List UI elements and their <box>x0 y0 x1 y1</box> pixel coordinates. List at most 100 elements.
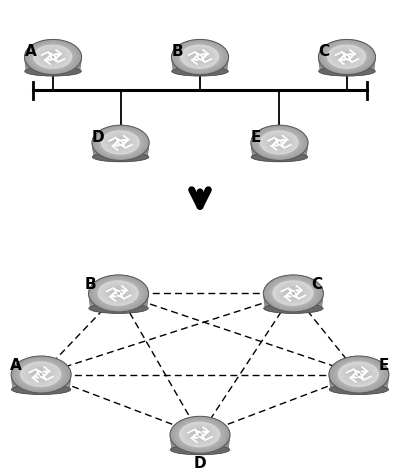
Ellipse shape <box>344 365 373 383</box>
Ellipse shape <box>172 58 228 68</box>
Ellipse shape <box>330 46 363 67</box>
Ellipse shape <box>12 380 70 390</box>
Text: B: B <box>85 277 97 292</box>
Ellipse shape <box>322 42 371 72</box>
Ellipse shape <box>251 143 308 152</box>
Ellipse shape <box>251 145 308 155</box>
Ellipse shape <box>96 128 144 158</box>
Ellipse shape <box>26 66 80 76</box>
Text: C: C <box>318 44 330 59</box>
Ellipse shape <box>12 383 70 394</box>
Ellipse shape <box>89 297 148 307</box>
Ellipse shape <box>341 364 375 385</box>
Ellipse shape <box>326 44 368 70</box>
Ellipse shape <box>117 140 122 144</box>
Ellipse shape <box>26 365 55 383</box>
Ellipse shape <box>100 129 141 155</box>
Ellipse shape <box>284 287 301 298</box>
Ellipse shape <box>335 49 358 64</box>
Ellipse shape <box>265 302 322 312</box>
Ellipse shape <box>20 361 61 387</box>
Ellipse shape <box>92 277 145 310</box>
Ellipse shape <box>172 40 228 74</box>
Ellipse shape <box>265 302 322 313</box>
Ellipse shape <box>50 55 53 57</box>
Ellipse shape <box>174 419 225 450</box>
Ellipse shape <box>36 46 69 67</box>
Ellipse shape <box>35 46 70 67</box>
Ellipse shape <box>329 372 389 383</box>
Ellipse shape <box>109 287 126 298</box>
Ellipse shape <box>324 43 370 71</box>
Ellipse shape <box>26 65 80 75</box>
Ellipse shape <box>187 427 212 442</box>
Ellipse shape <box>90 301 147 311</box>
Ellipse shape <box>193 430 205 438</box>
Ellipse shape <box>251 144 308 154</box>
Ellipse shape <box>100 282 136 304</box>
Ellipse shape <box>181 45 218 68</box>
Ellipse shape <box>338 361 379 387</box>
Text: E: E <box>379 358 389 373</box>
Ellipse shape <box>24 55 82 65</box>
Ellipse shape <box>12 381 70 391</box>
Ellipse shape <box>260 130 299 155</box>
Ellipse shape <box>264 299 322 309</box>
Ellipse shape <box>12 383 70 393</box>
Ellipse shape <box>172 56 228 66</box>
Ellipse shape <box>344 55 348 58</box>
Ellipse shape <box>174 41 225 73</box>
Ellipse shape <box>89 296 148 306</box>
Ellipse shape <box>32 368 49 379</box>
Ellipse shape <box>26 63 81 73</box>
Ellipse shape <box>173 66 227 76</box>
Ellipse shape <box>12 379 70 390</box>
Ellipse shape <box>277 283 308 303</box>
Ellipse shape <box>263 132 295 153</box>
Ellipse shape <box>320 66 374 75</box>
Ellipse shape <box>347 367 369 381</box>
Ellipse shape <box>330 379 388 390</box>
Ellipse shape <box>98 280 139 306</box>
Ellipse shape <box>180 422 219 447</box>
Ellipse shape <box>90 298 148 309</box>
Ellipse shape <box>25 60 81 70</box>
Ellipse shape <box>30 368 50 380</box>
Ellipse shape <box>330 381 388 391</box>
Ellipse shape <box>265 134 293 151</box>
Ellipse shape <box>109 136 130 149</box>
Ellipse shape <box>50 55 54 58</box>
Ellipse shape <box>263 274 324 312</box>
Ellipse shape <box>89 303 148 313</box>
Ellipse shape <box>114 138 126 146</box>
Ellipse shape <box>113 137 127 146</box>
Ellipse shape <box>329 374 389 384</box>
Ellipse shape <box>25 61 81 71</box>
Ellipse shape <box>279 284 306 301</box>
Ellipse shape <box>318 56 376 66</box>
Ellipse shape <box>90 275 148 311</box>
Ellipse shape <box>92 143 149 152</box>
Ellipse shape <box>99 281 138 305</box>
Ellipse shape <box>34 45 71 68</box>
Ellipse shape <box>42 50 63 63</box>
Ellipse shape <box>346 366 370 382</box>
Ellipse shape <box>21 362 60 386</box>
Ellipse shape <box>251 125 308 161</box>
Ellipse shape <box>27 365 54 383</box>
Ellipse shape <box>11 373 71 383</box>
Ellipse shape <box>272 137 286 146</box>
Ellipse shape <box>252 146 307 155</box>
Ellipse shape <box>264 275 322 311</box>
Ellipse shape <box>285 288 300 297</box>
Ellipse shape <box>89 295 148 306</box>
Ellipse shape <box>93 146 148 156</box>
Ellipse shape <box>44 51 60 62</box>
Ellipse shape <box>195 431 203 437</box>
Ellipse shape <box>170 434 230 444</box>
Ellipse shape <box>251 141 308 151</box>
Ellipse shape <box>319 63 374 73</box>
Ellipse shape <box>329 384 389 394</box>
Ellipse shape <box>170 435 230 446</box>
Ellipse shape <box>33 369 48 379</box>
